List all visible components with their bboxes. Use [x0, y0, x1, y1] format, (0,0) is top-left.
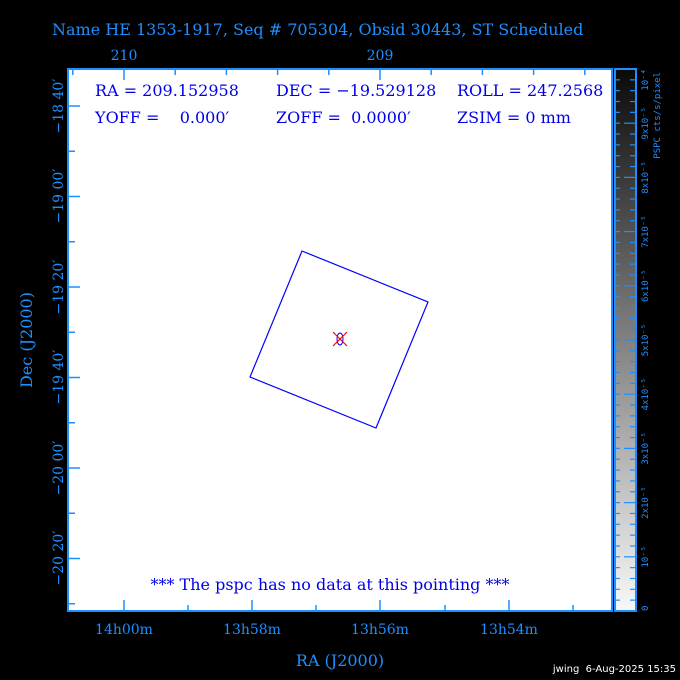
info-zsim: ZSIM = 0 mm — [457, 108, 571, 127]
colorbar-tick-label: 6x10⁻⁵ — [641, 270, 651, 303]
target-cross-line — [332, 331, 348, 347]
colorbar-tick-label: 10⁻⁵ — [641, 546, 651, 568]
plot-frame — [67, 68, 613, 612]
colorbar-tick-label: 0 — [641, 606, 651, 611]
top-tick-label: 209 — [367, 48, 394, 64]
target-ellipse — [336, 332, 344, 346]
left-tick-label: −19 00′ — [51, 169, 67, 224]
colorbar-tick-label: 3x10⁻⁵ — [641, 432, 651, 465]
footer-timestamp: jwing 6-Aug-2025 15:35 — [552, 664, 676, 675]
axis-ticks — [69, 70, 586, 611]
colorbar-tick-label: 10⁻⁴ — [641, 69, 651, 91]
left-tick-label: −19 40′ — [51, 350, 67, 405]
no-data-message: *** The pspc has no data at this pointin… — [150, 575, 509, 594]
colorbar-tick-label: 9x10⁻⁵ — [641, 107, 651, 140]
info-yoff: YOFF = 0.000′ — [94, 108, 230, 127]
left-tick-label: −18 40′ — [51, 79, 67, 134]
colorbar-tick-label: 4x10⁻⁵ — [641, 378, 651, 411]
bottom-tick-label: 14h00m — [95, 622, 153, 638]
plot-title: Name HE 1353-1917, Seq # 705304, Obsid 3… — [52, 20, 583, 39]
bottom-tick-label: 13h56m — [351, 622, 409, 638]
detector-field-outline — [249, 250, 429, 429]
top-tick-label: 210 — [111, 48, 138, 64]
info-zoff: ZOFF = 0.0000′ — [276, 108, 411, 127]
left-tick-label: −20 20′ — [51, 531, 67, 586]
info-ra: RA = 209.152958 — [95, 81, 239, 100]
colorbar-tick-label: 2x10⁻⁵ — [641, 486, 651, 519]
target-marker — [332, 331, 348, 347]
colorbar-label: PSPC cts/s/pixel — [653, 72, 663, 159]
colorbar-ticks — [616, 68, 636, 612]
colorbar-tick-label: 7x10⁻⁵ — [641, 215, 651, 248]
bottom-tick-label: 13h54m — [480, 622, 538, 638]
y-axis-label: Dec (J2000) — [17, 292, 36, 388]
info-dec: DEC = −19.529128 — [276, 81, 436, 100]
bottom-tick-label: 13h58m — [223, 622, 281, 638]
info-roll: ROLL = 247.2568 — [457, 81, 603, 100]
left-tick-label: −20 00′ — [51, 441, 67, 496]
x-axis-label: RA (J2000) — [296, 651, 384, 670]
left-tick-label: −19 20′ — [51, 260, 67, 315]
colorbar-tick-label: 8x10⁻⁵ — [641, 161, 651, 194]
colorbar-tick-label: 5x10⁻⁵ — [641, 324, 651, 357]
